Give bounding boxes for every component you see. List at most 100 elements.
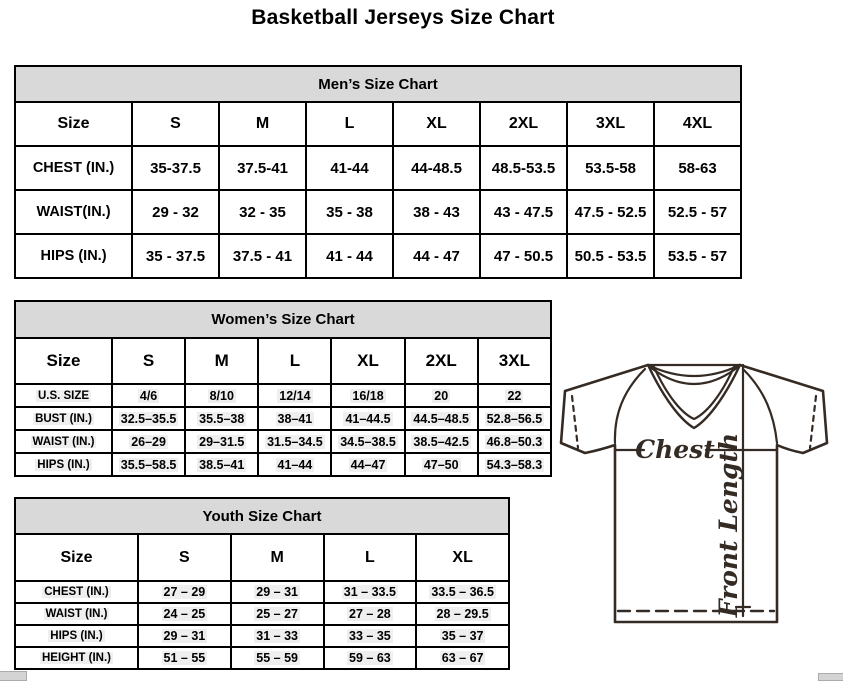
column-header: Size bbox=[14, 533, 139, 582]
column-header: L bbox=[322, 533, 418, 582]
size-value-cell: 27 – 29 bbox=[137, 580, 232, 604]
size-value: 38.5–41 bbox=[197, 457, 247, 472]
row-label-text: BUST (IN.) bbox=[33, 412, 94, 425]
row-label: HIPS (IN.) bbox=[14, 233, 133, 279]
size-value: 47–50 bbox=[421, 457, 461, 472]
size-value: 16/18 bbox=[350, 388, 386, 403]
table-row: HEIGHT (IN.) 51 – 55 55 – 59 59 – 63 63 … bbox=[14, 646, 510, 670]
table-header-row: Size S M L XL bbox=[14, 533, 510, 582]
column-header: M bbox=[218, 101, 307, 147]
size-value: 44.5–48.5 bbox=[411, 411, 471, 426]
row-label-text: U.S. SIZE bbox=[35, 389, 92, 402]
size-value: 38.5–42.5 bbox=[411, 434, 471, 449]
mens-size-chart-table: Men’s Size Chart Size S M L XL 2XL 3XL 4… bbox=[14, 65, 829, 279]
size-value-cell: 35-37.5 bbox=[131, 145, 220, 191]
size-value: 24 – 25 bbox=[161, 607, 208, 621]
column-header: Size bbox=[14, 337, 113, 385]
size-value-cell: 29–31.5 bbox=[184, 429, 260, 454]
page-title: Basketball Jerseys Size Chart bbox=[251, 6, 555, 29]
size-value: 12/14 bbox=[277, 388, 313, 403]
table-header-row: Size S M L XL 2XL 3XL bbox=[14, 337, 553, 385]
size-value-cell: 50.5 - 53.5 bbox=[566, 233, 655, 279]
size-value-cell: 29 - 32 bbox=[131, 189, 220, 235]
vneck-inner bbox=[652, 365, 736, 421]
mens-table-header: Men’s Size Chart bbox=[14, 65, 742, 103]
size-value-cell: 37.5-41 bbox=[218, 145, 307, 191]
column-header: XL bbox=[415, 533, 510, 582]
table-row: WAIST (IN.) 24 – 25 25 – 27 27 – 28 28 –… bbox=[14, 602, 510, 626]
size-value: 34.5–38.5 bbox=[338, 434, 398, 449]
row-label: HIPS (IN.) bbox=[14, 452, 113, 477]
sleeve-seam-right bbox=[741, 367, 779, 445]
size-value: 55 – 59 bbox=[254, 651, 300, 665]
row-label-text: CHEST (IN.) bbox=[42, 586, 111, 598]
size-value-cell: 32 - 35 bbox=[218, 189, 307, 235]
row-label: HEIGHT (IN.) bbox=[14, 646, 139, 670]
womens-size-chart-table: Women’s Size Chart Size S M L XL 2XL 3XL… bbox=[14, 300, 553, 477]
size-value-cell: 20 bbox=[403, 383, 479, 408]
row-label: WAIST (IN.) bbox=[14, 429, 113, 454]
size-value-cell: 24 – 25 bbox=[137, 602, 232, 626]
scrollbar-fragment-left[interactable] bbox=[0, 671, 27, 681]
size-value: 59 – 63 bbox=[347, 651, 393, 665]
size-value-cell: 28 – 29.5 bbox=[415, 602, 510, 626]
size-value: 35 – 37 bbox=[439, 629, 486, 643]
row-label: HIPS (IN.) bbox=[14, 624, 139, 648]
size-value-cell: 12/14 bbox=[257, 383, 333, 408]
size-value-cell: 43 - 47.5 bbox=[479, 189, 568, 235]
size-value-cell: 37.5 - 41 bbox=[218, 233, 307, 279]
size-value-cell: 44–47 bbox=[330, 452, 406, 477]
size-value: 31 – 33.5 bbox=[341, 585, 398, 599]
size-value-cell: 38.5–41 bbox=[184, 452, 260, 477]
column-header: M bbox=[229, 533, 325, 582]
size-value: 35.5–58.5 bbox=[118, 457, 179, 472]
size-value: 51 – 55 bbox=[161, 651, 208, 665]
size-value-cell: 41 - 44 bbox=[305, 233, 394, 279]
size-value-cell: 31.5–34.5 bbox=[257, 429, 333, 454]
row-label: U.S. SIZE bbox=[14, 383, 113, 408]
size-value-cell: 25 – 27 bbox=[229, 602, 325, 626]
size-value-cell: 31 – 33.5 bbox=[322, 580, 418, 604]
size-value-cell: 35.5–58.5 bbox=[110, 452, 187, 477]
row-label: CHEST (IN.) bbox=[14, 580, 139, 604]
size-value: 31.5–34.5 bbox=[265, 434, 325, 449]
cuff-dashed-right bbox=[808, 394, 818, 450]
size-value: 33.5 – 36.5 bbox=[429, 585, 496, 599]
front-length-measure-line bbox=[734, 363, 752, 618]
size-value-cell: 16/18 bbox=[330, 383, 406, 408]
size-value-cell: 32.5–35.5 bbox=[110, 406, 187, 431]
size-value: 32.5–35.5 bbox=[118, 411, 179, 426]
column-header: S bbox=[131, 101, 220, 147]
row-label-text: HEIGHT (IN.) bbox=[40, 652, 113, 664]
size-value-cell: 41–44 bbox=[257, 452, 333, 477]
womens-table-header: Women’s Size Chart bbox=[14, 300, 552, 339]
jersey-outline bbox=[559, 363, 829, 624]
size-value: 63 – 67 bbox=[439, 651, 486, 665]
size-value: 41–44.5 bbox=[343, 411, 393, 426]
scrollbar-fragment-right[interactable] bbox=[818, 673, 843, 681]
size-value-cell: 48.5-53.5 bbox=[479, 145, 568, 191]
column-header: S bbox=[137, 533, 232, 582]
row-label: CHEST (IN.) bbox=[14, 145, 133, 191]
size-value-cell: 41–44.5 bbox=[330, 406, 406, 431]
size-value: 46.8–50.3 bbox=[484, 434, 545, 449]
size-value-cell: 58-63 bbox=[653, 145, 742, 191]
size-value-cell: 38–41 bbox=[257, 406, 333, 431]
collar-back-arc-1 bbox=[646, 363, 742, 378]
column-header: S bbox=[110, 337, 187, 385]
collar-back-arc-2 bbox=[648, 365, 740, 385]
column-header: 3XL bbox=[476, 337, 553, 385]
size-value-cell: 35 – 37 bbox=[415, 624, 510, 648]
table-row: CHEST (IN.) 35-37.5 37.5-41 41-44 44-48.… bbox=[14, 145, 828, 191]
table-row: HIPS (IN.) 35 - 37.5 37.5 - 41 41 - 44 4… bbox=[14, 233, 828, 279]
table-row: WAIST (IN.) 26–29 29–31.5 31.5–34.5 34.5… bbox=[14, 429, 553, 454]
row-label: BUST (IN.) bbox=[14, 406, 113, 431]
cuff-dashed-left bbox=[570, 394, 580, 450]
size-value: 29 – 31 bbox=[161, 629, 208, 643]
size-value-cell: 47 - 50.5 bbox=[479, 233, 568, 279]
size-value-cell: 53.5-58 bbox=[566, 145, 655, 191]
size-value-cell: 35 - 38 bbox=[305, 189, 394, 235]
size-value-cell: 29 – 31 bbox=[229, 580, 325, 604]
table-row: CHEST (IN.) 27 – 29 29 – 31 31 – 33.5 33… bbox=[14, 580, 510, 604]
size-value: 22 bbox=[505, 388, 524, 403]
